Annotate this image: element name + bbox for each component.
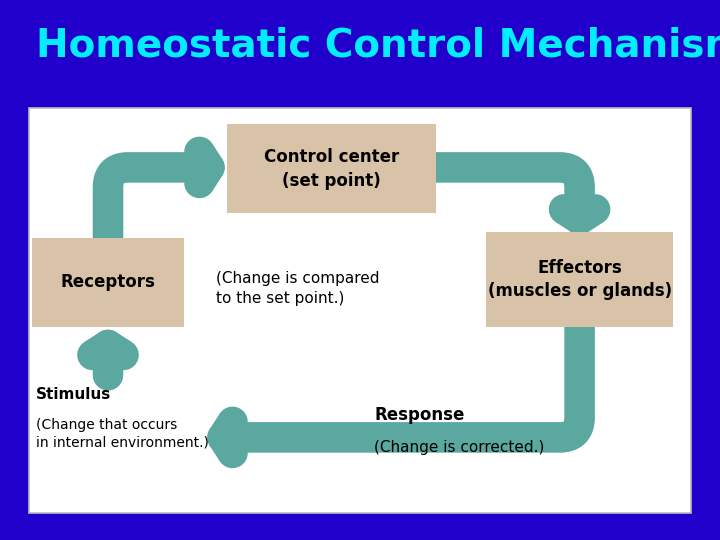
FancyBboxPatch shape [227,124,436,213]
Text: Response: Response [374,406,465,424]
FancyBboxPatch shape [486,232,673,327]
Text: Effectors
(muscles or glands): Effectors (muscles or glands) [487,259,672,300]
FancyBboxPatch shape [32,238,184,327]
Text: Control center
(set point): Control center (set point) [264,148,399,190]
Text: Homeostatic Control Mechanisms: Homeostatic Control Mechanisms [36,27,720,65]
Text: Receptors: Receptors [60,273,156,291]
Text: (Change is corrected.): (Change is corrected.) [374,440,545,455]
FancyBboxPatch shape [29,108,691,513]
Text: (Change that occurs
in internal environment.): (Change that occurs in internal environm… [36,418,209,450]
Text: (Change is compared
to the set point.): (Change is compared to the set point.) [216,272,379,306]
Text: Stimulus: Stimulus [36,387,112,402]
